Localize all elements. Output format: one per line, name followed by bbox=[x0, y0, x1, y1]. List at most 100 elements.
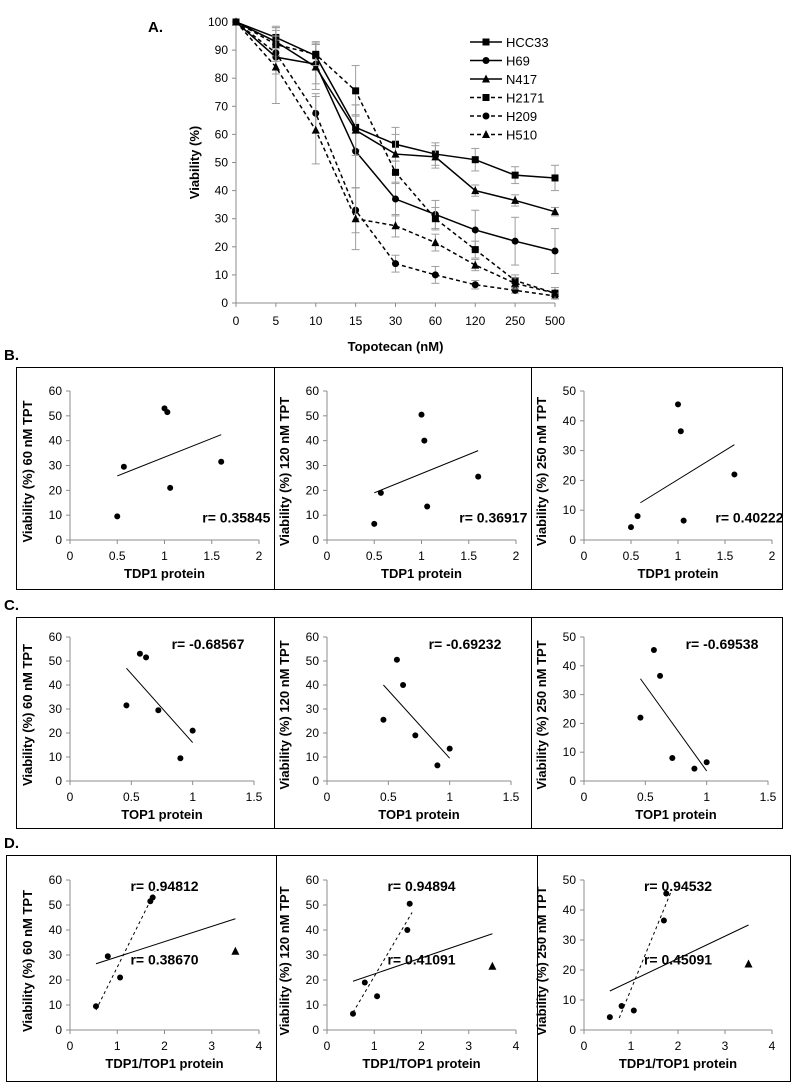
data-point bbox=[120, 463, 127, 470]
panel-label-c: C. bbox=[4, 597, 19, 614]
y-tick-label: 40 bbox=[49, 434, 63, 448]
x-tick-label: 1.5 bbox=[246, 790, 263, 804]
x-tick-label: 2 bbox=[769, 549, 776, 563]
y-tick-label: 20 bbox=[563, 716, 577, 730]
x-axis-label: TDP1 protein bbox=[638, 566, 719, 581]
y-tick-label: 60 bbox=[49, 873, 63, 887]
x-tick-label: 2 bbox=[418, 1039, 425, 1053]
chart-a-point bbox=[471, 281, 479, 289]
y-tick-label: 40 bbox=[49, 678, 63, 692]
chart-a-y-tick-label: 0 bbox=[221, 296, 228, 310]
x-tick-label: 0.5 bbox=[623, 549, 640, 563]
data-point bbox=[675, 401, 681, 408]
chart-a-point bbox=[431, 238, 440, 247]
x-axis-label: TDP1 protein bbox=[381, 566, 462, 581]
chart-a-y-tick-label: 10 bbox=[215, 268, 229, 282]
y-tick-label: 30 bbox=[306, 459, 320, 473]
data-point bbox=[155, 707, 162, 714]
chart-a-x-tick-label: 5 bbox=[273, 314, 280, 328]
y-tick-label: 10 bbox=[306, 508, 320, 522]
chart-a-point bbox=[392, 168, 399, 176]
chart-a-x-tick-label: 60 bbox=[429, 314, 443, 328]
legend-label-H209: H209 bbox=[506, 109, 537, 124]
y-tick-label: 0 bbox=[569, 1023, 576, 1037]
x-tick-label: 0 bbox=[581, 1039, 588, 1053]
correlation-label: r= -0.69538 bbox=[686, 636, 759, 652]
data-point bbox=[117, 974, 124, 981]
data-point bbox=[349, 1010, 356, 1017]
trend-line-dashed bbox=[352, 912, 413, 1013]
x-tick-label: 0 bbox=[581, 790, 588, 804]
chart-a-point bbox=[311, 125, 320, 134]
y-tick-label: 40 bbox=[563, 414, 577, 428]
chart-a-x-tick-label: 0 bbox=[233, 314, 240, 328]
chart-a-point bbox=[511, 171, 519, 179]
y-tick-label: 50 bbox=[49, 409, 63, 423]
chart-b1: 0 10 20 30 40 50 60 0 0.5 1 1.5 2 TDP1 protein Viabil… bbox=[20, 384, 271, 581]
chart-a-point bbox=[551, 247, 559, 255]
data-point bbox=[361, 979, 368, 986]
correlation-label-dashed: r= 0.94532 bbox=[644, 878, 712, 894]
trend-line bbox=[383, 684, 451, 759]
y-tick-label: 40 bbox=[306, 923, 320, 937]
data-point bbox=[606, 1014, 613, 1021]
panel-c-frame bbox=[16, 617, 783, 829]
y-tick-label: 50 bbox=[49, 654, 63, 668]
data-point bbox=[177, 755, 184, 762]
y-tick-label: 40 bbox=[563, 903, 577, 917]
chart-a-x-tick-label: 250 bbox=[505, 314, 525, 328]
chart-a: 0 10 20 30 40 50 60 70 80 90 100 0 5 10 15 30 60 120 250 50… bbox=[187, 15, 565, 354]
x-tick-label: 3 bbox=[465, 1039, 472, 1053]
y-tick-label: 30 bbox=[49, 702, 63, 716]
x-tick-label: 3 bbox=[208, 1039, 215, 1053]
x-tick-label: 1 bbox=[161, 549, 168, 563]
y-tick-label: 30 bbox=[563, 933, 577, 947]
legend-marker-H510 bbox=[482, 130, 490, 138]
y-tick-label: 10 bbox=[49, 998, 63, 1012]
x-axis-label: TOP1 protein bbox=[635, 807, 716, 822]
chart-a-point bbox=[511, 195, 520, 204]
legend-marker-H69 bbox=[482, 57, 490, 64]
data-point bbox=[677, 428, 684, 435]
y-axis-label: Viability (%) 60 nM TPT bbox=[20, 400, 35, 542]
x-tick-label: 0 bbox=[67, 1039, 74, 1053]
chart-a-y-tick-label: 70 bbox=[215, 99, 229, 113]
x-tick-label: 0 bbox=[67, 549, 74, 563]
y-tick-label: 10 bbox=[563, 745, 577, 759]
data-point bbox=[634, 513, 641, 520]
chart-d2: 0 10 20 30 40 50 60 0 1 2 3 4 TDP1/TOP1 protein Viabi… bbox=[277, 873, 520, 1071]
y-tick-label: 50 bbox=[563, 873, 577, 887]
x-tick-label: 0.5 bbox=[366, 549, 383, 563]
y-tick-label: 30 bbox=[563, 444, 577, 458]
y-tick-label: 20 bbox=[563, 473, 577, 487]
x-tick-label: 1.5 bbox=[203, 549, 220, 563]
trend-line-solid bbox=[609, 924, 749, 992]
x-tick-label: 1.5 bbox=[460, 549, 477, 563]
correlation-label-solid: r= 0.41091 bbox=[387, 952, 455, 968]
y-tick-label: 50 bbox=[306, 654, 320, 668]
x-tick-label: 0 bbox=[581, 549, 588, 563]
y-tick-label: 60 bbox=[306, 873, 320, 887]
correlation-label: r= -0.69232 bbox=[429, 636, 502, 652]
data-point bbox=[650, 646, 657, 653]
y-tick-label: 0 bbox=[569, 533, 576, 547]
chart-a-point bbox=[391, 221, 400, 230]
data-point bbox=[380, 716, 387, 723]
trend-line-dashed bbox=[95, 891, 156, 1011]
chart-a-point bbox=[511, 278, 520, 287]
chart-a-point bbox=[431, 271, 439, 279]
correlation-label-dashed: r= 0.94812 bbox=[130, 878, 198, 894]
chart-a-y-tick-label: 80 bbox=[215, 71, 229, 85]
chart-a-point bbox=[351, 214, 360, 223]
data-point bbox=[657, 672, 664, 679]
x-tick-label: 0 bbox=[324, 1039, 331, 1053]
x-tick-label: 1.5 bbox=[717, 549, 734, 563]
y-tick-label: 20 bbox=[49, 973, 63, 987]
x-tick-label: 3 bbox=[722, 1039, 729, 1053]
data-point bbox=[400, 682, 407, 688]
y-tick-label: 20 bbox=[306, 483, 320, 497]
y-tick-label: 30 bbox=[306, 948, 320, 962]
x-tick-label: 1 bbox=[628, 1039, 635, 1053]
chart-a-y-tick-label: 50 bbox=[215, 156, 229, 170]
